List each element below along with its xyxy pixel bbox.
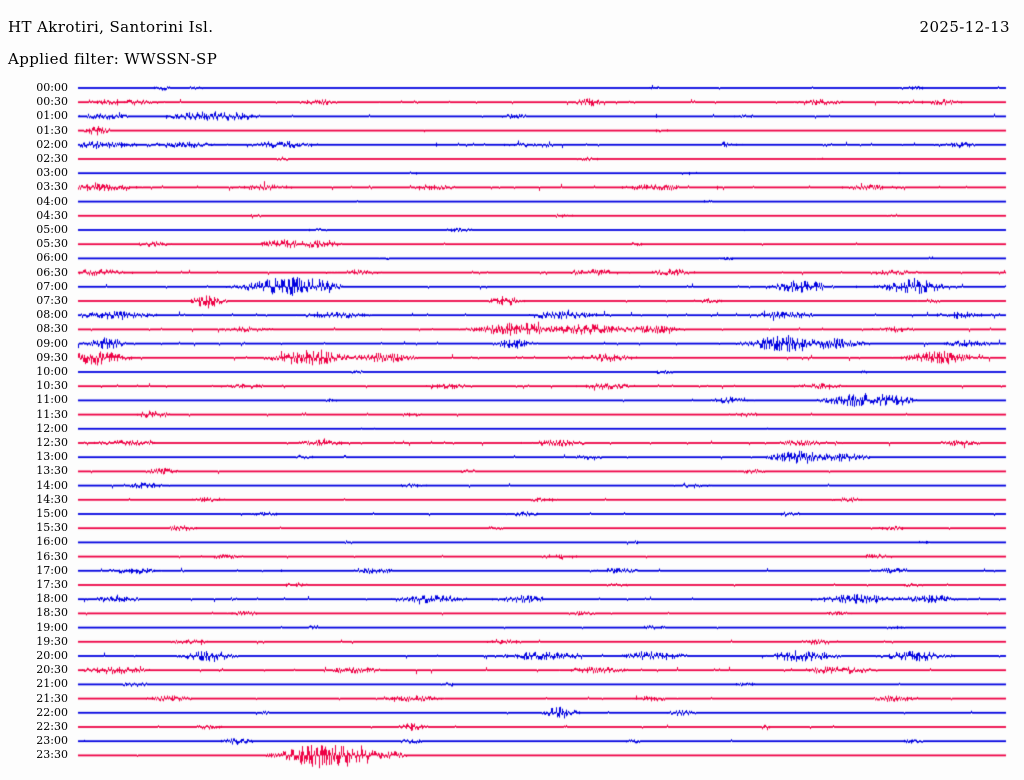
time-tick-label: 18:30 bbox=[36, 606, 68, 620]
time-tick-label: 11:30 bbox=[36, 407, 68, 421]
time-tick-label: 23:30 bbox=[36, 748, 68, 762]
time-tick-label: 02:30 bbox=[36, 152, 68, 165]
time-tick-label: 00:00 bbox=[36, 81, 68, 94]
time-tick-label: 10:30 bbox=[36, 379, 68, 393]
time-tick-label: 03:00 bbox=[36, 166, 68, 180]
time-tick-label: 18:00 bbox=[36, 592, 68, 606]
time-tick-label: 07:00 bbox=[36, 279, 68, 293]
time-tick-label: 09:00 bbox=[36, 336, 68, 350]
record-date: 2025-12-13 bbox=[919, 18, 1010, 36]
time-tick-label: 15:00 bbox=[36, 507, 68, 520]
time-tick-label: 13:30 bbox=[36, 464, 68, 478]
time-tick-label: 11:00 bbox=[36, 393, 68, 407]
time-tick-label: 16:30 bbox=[36, 549, 68, 563]
time-tick-label: 04:00 bbox=[36, 194, 68, 208]
time-tick-label: 20:30 bbox=[36, 663, 68, 677]
time-tick-label: 12:30 bbox=[36, 436, 68, 449]
time-tick-label: 10:00 bbox=[36, 365, 68, 378]
time-tick-label: 08:00 bbox=[36, 308, 68, 322]
time-tick-label: 12:00 bbox=[36, 421, 68, 435]
time-tick-label: 05:30 bbox=[36, 237, 68, 251]
time-tick-label: 04:30 bbox=[36, 208, 68, 222]
time-tick-label: 21:30 bbox=[36, 691, 68, 705]
time-tick-label: 19:00 bbox=[36, 620, 68, 634]
seismogram-plot: 00:00 00:30 01:00 01:30 02:00 02:30 03:00 03:30… bbox=[0, 78, 1024, 778]
seismogram-canvas bbox=[0, 78, 1024, 778]
time-tick-label: 01:30 bbox=[36, 123, 68, 137]
time-tick-label: 22:30 bbox=[36, 720, 68, 733]
time-tick-label: 09:30 bbox=[36, 350, 68, 364]
time-tick-label: 20:00 bbox=[36, 649, 68, 662]
time-tick-label: 08:30 bbox=[36, 322, 68, 336]
time-tick-label: 17:00 bbox=[36, 563, 68, 577]
time-tick-label: 01:00 bbox=[36, 109, 68, 123]
time-tick-label: 21:00 bbox=[36, 677, 68, 691]
time-tick-label: 14:30 bbox=[36, 492, 68, 506]
time-axis-labels: 00:00 00:30 01:00 01:30 02:00 02:30 03:00 03:30… bbox=[0, 78, 76, 778]
time-tick-label: 22:00 bbox=[36, 705, 68, 719]
time-tick-label: 14:00 bbox=[36, 478, 68, 492]
time-tick-label: 00:30 bbox=[36, 95, 68, 109]
time-tick-label: 23:00 bbox=[36, 734, 68, 748]
time-tick-label: 06:30 bbox=[36, 265, 68, 279]
applied-filter-label: Applied filter: WWSSN-SP bbox=[8, 50, 218, 68]
time-tick-label: 06:00 bbox=[36, 251, 68, 265]
time-tick-label: 15:30 bbox=[36, 521, 68, 535]
time-tick-label: 02:00 bbox=[36, 137, 68, 151]
time-tick-label: 19:30 bbox=[36, 634, 68, 648]
time-tick-label: 16:00 bbox=[36, 535, 68, 549]
station-title: HT Akrotiri, Santorini Isl. bbox=[8, 18, 214, 36]
time-tick-label: 13:00 bbox=[36, 450, 68, 464]
time-tick-label: 17:30 bbox=[36, 578, 68, 591]
time-tick-label: 07:30 bbox=[36, 294, 68, 307]
time-tick-label: 03:30 bbox=[36, 180, 68, 194]
time-tick-label: 05:00 bbox=[36, 223, 68, 236]
